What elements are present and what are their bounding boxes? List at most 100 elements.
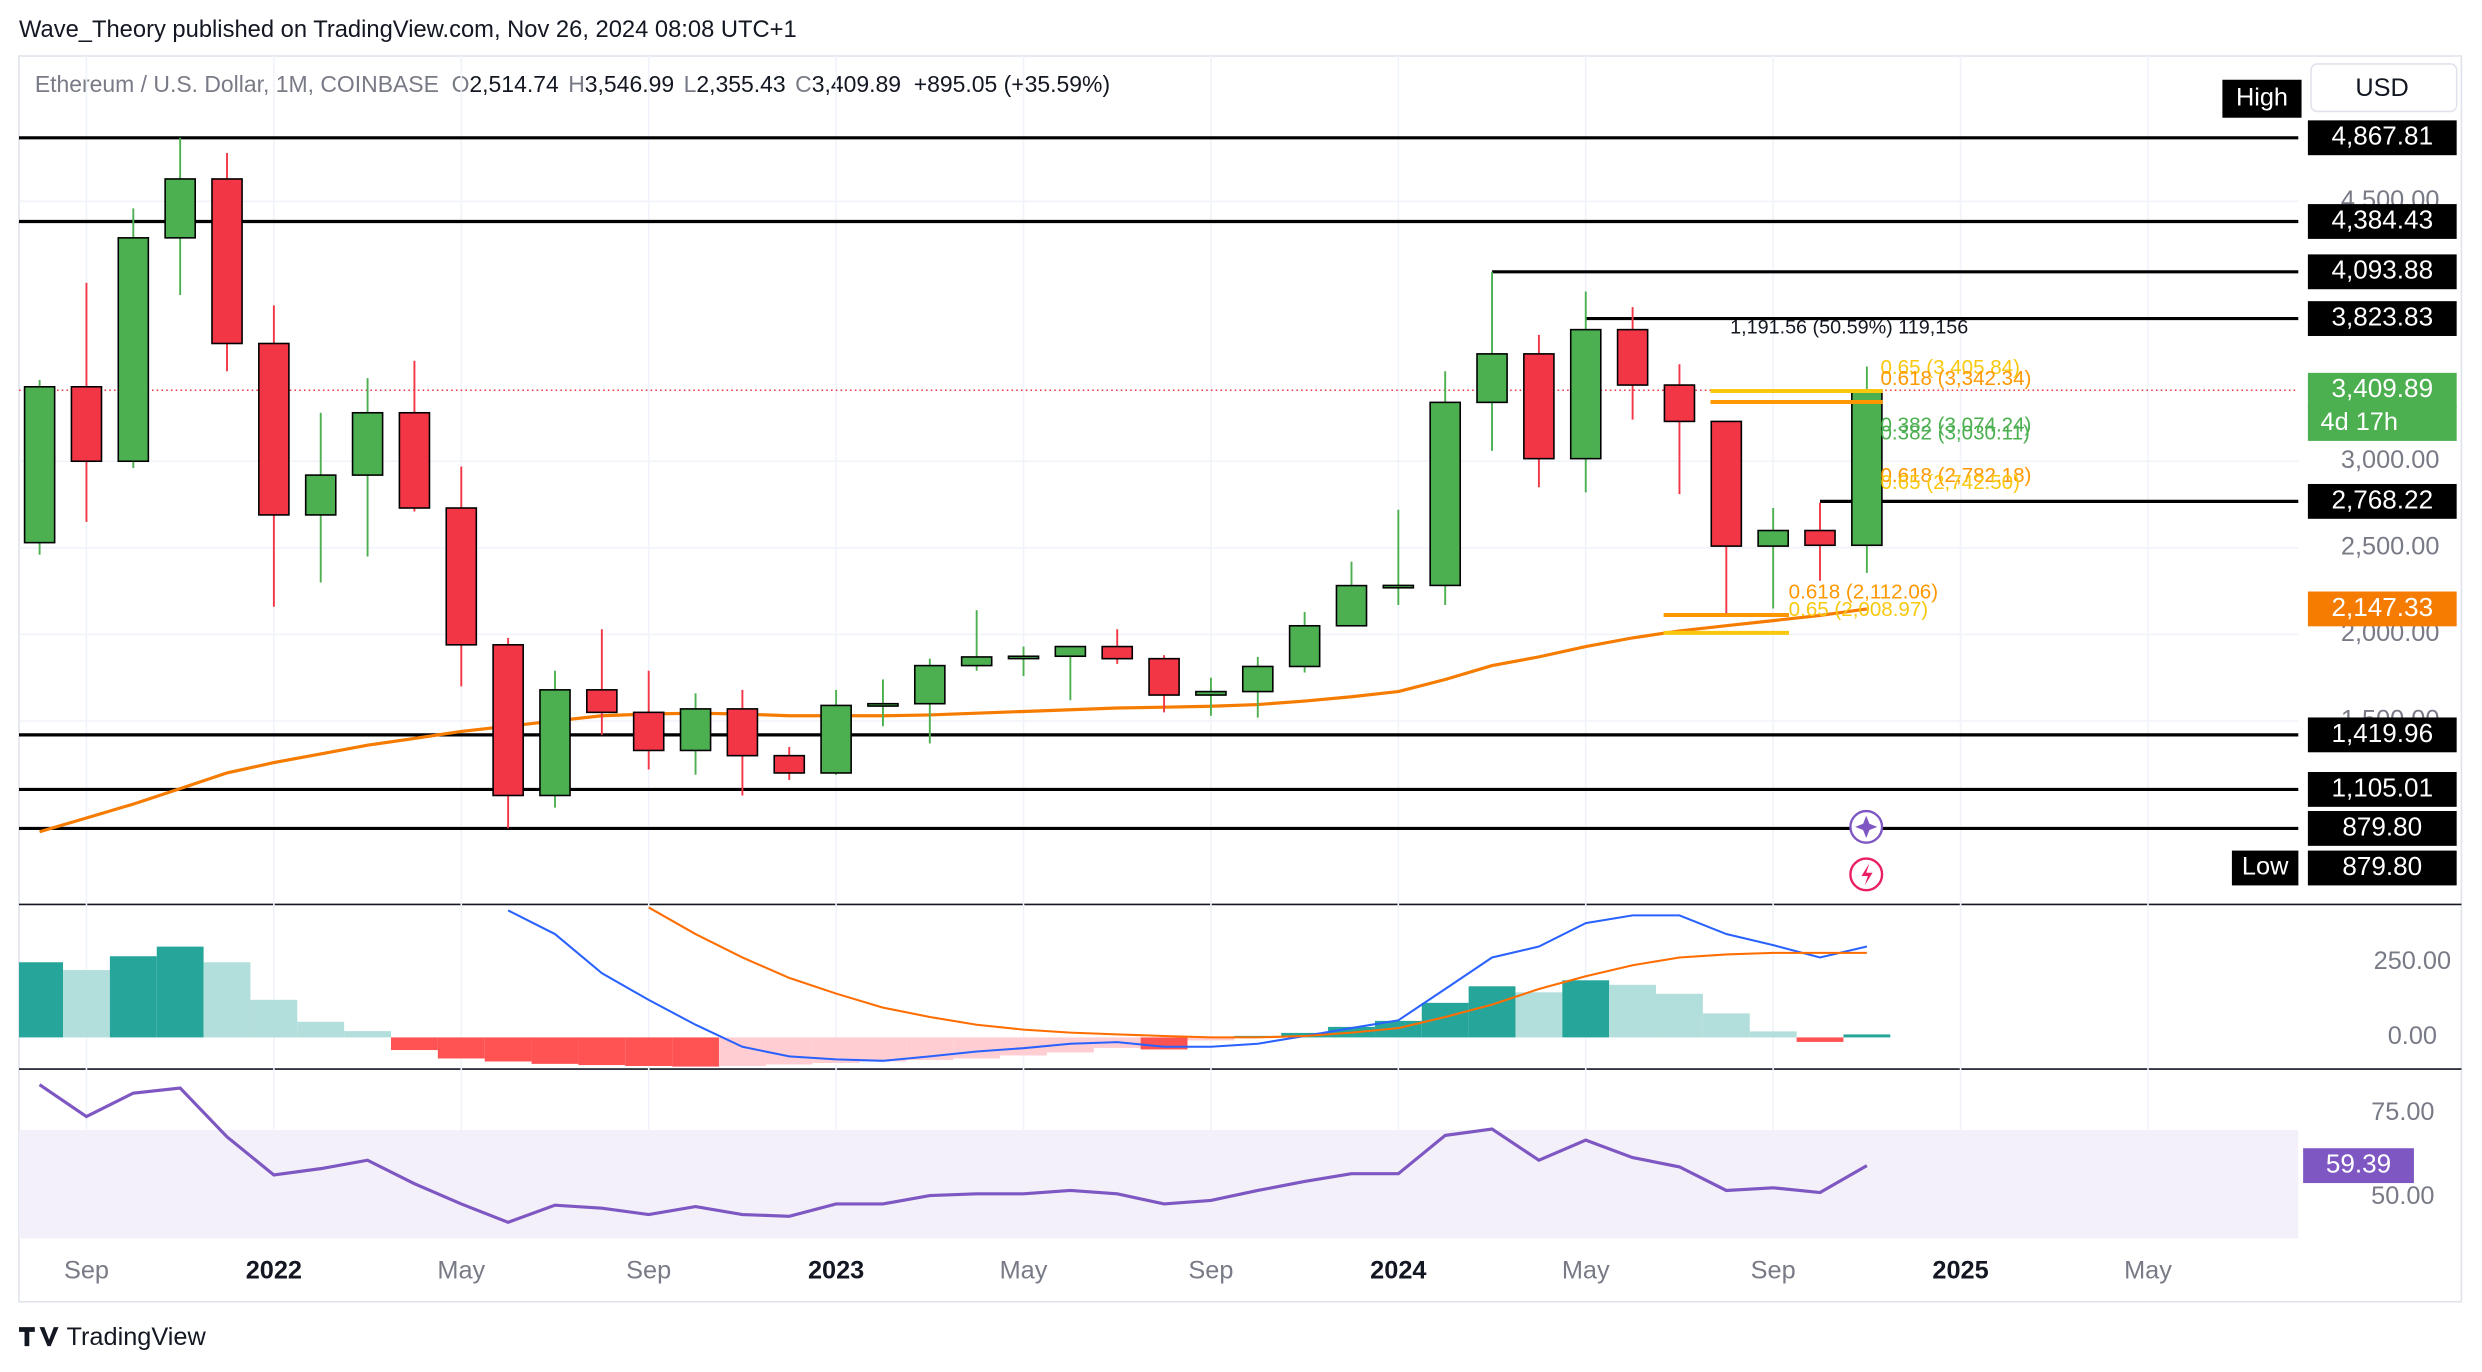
candle-body <box>304 474 337 516</box>
fib-label: 0.618 (2,782.18) <box>1880 464 2031 487</box>
candle-body <box>1757 529 1789 547</box>
fib-label: 0.65 (3,405.84) <box>1880 356 2019 379</box>
macd-histogram-bar <box>203 962 251 1038</box>
x-tick-label: Sep <box>626 1256 671 1284</box>
candle-body <box>1241 665 1274 693</box>
macd-histogram-bar <box>859 1037 907 1062</box>
y-tick-label: 2,500.00 <box>2341 533 2440 561</box>
alert-icon[interactable] <box>1849 809 1884 844</box>
macd-histogram-bar <box>625 1037 673 1066</box>
x-tick-label: Sep <box>1751 1256 1796 1284</box>
candle-body <box>1101 645 1134 660</box>
ohlc-key: H <box>568 71 585 97</box>
low-tag-box <box>2231 850 2299 886</box>
high-tag: High <box>2236 83 2288 111</box>
macd-histogram-bar <box>1187 1037 1235 1041</box>
rsi-value-label: 59.39 <box>2326 1149 2391 1179</box>
macd-histogram-bar <box>156 946 204 1038</box>
countdown: 4d 17h <box>2321 408 2398 436</box>
x-tick-label: May <box>1000 1256 1048 1284</box>
candle-body <box>1054 645 1087 658</box>
candle-body <box>258 342 290 516</box>
brand: TradingView <box>66 1323 206 1351</box>
macd-histogram-bar <box>1046 1037 1094 1053</box>
rsi-tick-label: 75.00 <box>2371 1098 2434 1126</box>
ohlc-value: 2,355.43 <box>696 71 785 97</box>
macd-histogram-bar <box>1000 1037 1047 1056</box>
level-label-box <box>2307 483 2457 519</box>
candle-body <box>1569 328 1602 460</box>
level-label: 3,823.83 <box>2331 301 2433 331</box>
candle-body <box>1616 328 1649 386</box>
x-tick-label: May <box>2124 1256 2172 1284</box>
x-tick-label: Sep <box>1188 1256 1233 1284</box>
macd-histogram-bar <box>297 1021 345 1038</box>
pane <box>18 906 1891 1067</box>
macd-histogram-bar <box>109 956 157 1038</box>
macd-histogram-bar <box>718 1037 766 1066</box>
candle-body <box>1288 624 1321 668</box>
rsi-value-box <box>2303 1148 2414 1184</box>
y-tick-label: 3,000.00 <box>2341 446 2440 474</box>
candle-body <box>913 664 946 705</box>
macd-tick-label: 0.00 <box>2388 1022 2437 1050</box>
candle-body <box>632 711 665 752</box>
candle-body <box>351 411 384 476</box>
pane: 0.65 (3,405.84)0.618 (3,342.34) 0.382 (3,… <box>18 136 2299 834</box>
level-label: 4,867.81 <box>2331 121 2433 151</box>
candle-body <box>1476 353 1508 404</box>
ohlc-key: L <box>684 71 697 97</box>
candle-body <box>773 754 806 774</box>
symbol: Ethereum / U.S. Dollar, 1M, COINBASE <box>35 71 439 97</box>
macd-histogram-bar <box>1843 1034 1891 1038</box>
x-tick-label: May <box>1562 1256 1610 1284</box>
macd-histogram-bar <box>578 1037 626 1066</box>
ohlc-value: 2,514.74 <box>469 71 559 97</box>
candle-body <box>70 385 103 463</box>
pane <box>18 1083 2299 1239</box>
candle-body <box>492 644 524 797</box>
macd-histogram-bar <box>1609 984 1657 1038</box>
fib-label: 0.618 (2,112.06) <box>1789 580 1938 603</box>
pane <box>18 56 2299 1239</box>
candle-body <box>1429 401 1462 587</box>
change: +895.05 (+35.59%) <box>914 71 1110 97</box>
rsi-tick-label: 50.00 <box>2371 1182 2434 1210</box>
candle-body <box>820 704 852 774</box>
macd-line <box>507 909 1868 1062</box>
candle-body <box>445 507 478 646</box>
publisher: Wave_Theory published on TradingView.com… <box>19 17 797 43</box>
candle-body <box>586 689 618 714</box>
macd-histogram-bar <box>531 1037 579 1064</box>
level-label: 1,105.01 <box>2331 772 2433 802</box>
candle-body <box>539 689 571 797</box>
candle-body <box>1007 655 1040 660</box>
fib-label: 0.65 (2,742.50) <box>1880 471 2019 494</box>
countdown-box <box>2307 406 2457 441</box>
macd-histogram-bar <box>437 1037 485 1059</box>
event-icon[interactable] <box>1849 857 1884 892</box>
macd-histogram-bar <box>391 1037 438 1051</box>
candle-body <box>164 178 196 239</box>
fib-label: 0.618 (3,342.34) <box>1880 367 2031 390</box>
candle-body <box>23 385 56 544</box>
candle-body <box>211 178 243 345</box>
x-tick-label: 2025 <box>1932 1256 1988 1284</box>
macd-histogram-bar <box>1515 992 1563 1038</box>
level-label: 1,419.96 <box>2331 718 2433 748</box>
macd-histogram-bar <box>63 970 110 1038</box>
tv-logo <box>18 1327 59 1347</box>
x-tick-label: 2022 <box>246 1256 302 1284</box>
candle-body <box>1523 353 1555 460</box>
legend: Ethereum / U.S. Dollar, 1M, COINBASEO2,5… <box>35 71 1110 97</box>
currency[interactable]: USD <box>2355 74 2408 102</box>
level-label-box <box>2307 772 2457 807</box>
macd-histogram-bar <box>1468 986 1516 1038</box>
level-label: 4,384.43 <box>2331 204 2433 234</box>
low-tag: Low <box>2242 853 2289 881</box>
rsi-band <box>18 1130 2299 1239</box>
current-price-label-box <box>2307 372 2457 408</box>
candle-body <box>1804 529 1836 547</box>
currency-button[interactable] <box>2310 63 2458 113</box>
rsi-line <box>38 1083 1868 1224</box>
